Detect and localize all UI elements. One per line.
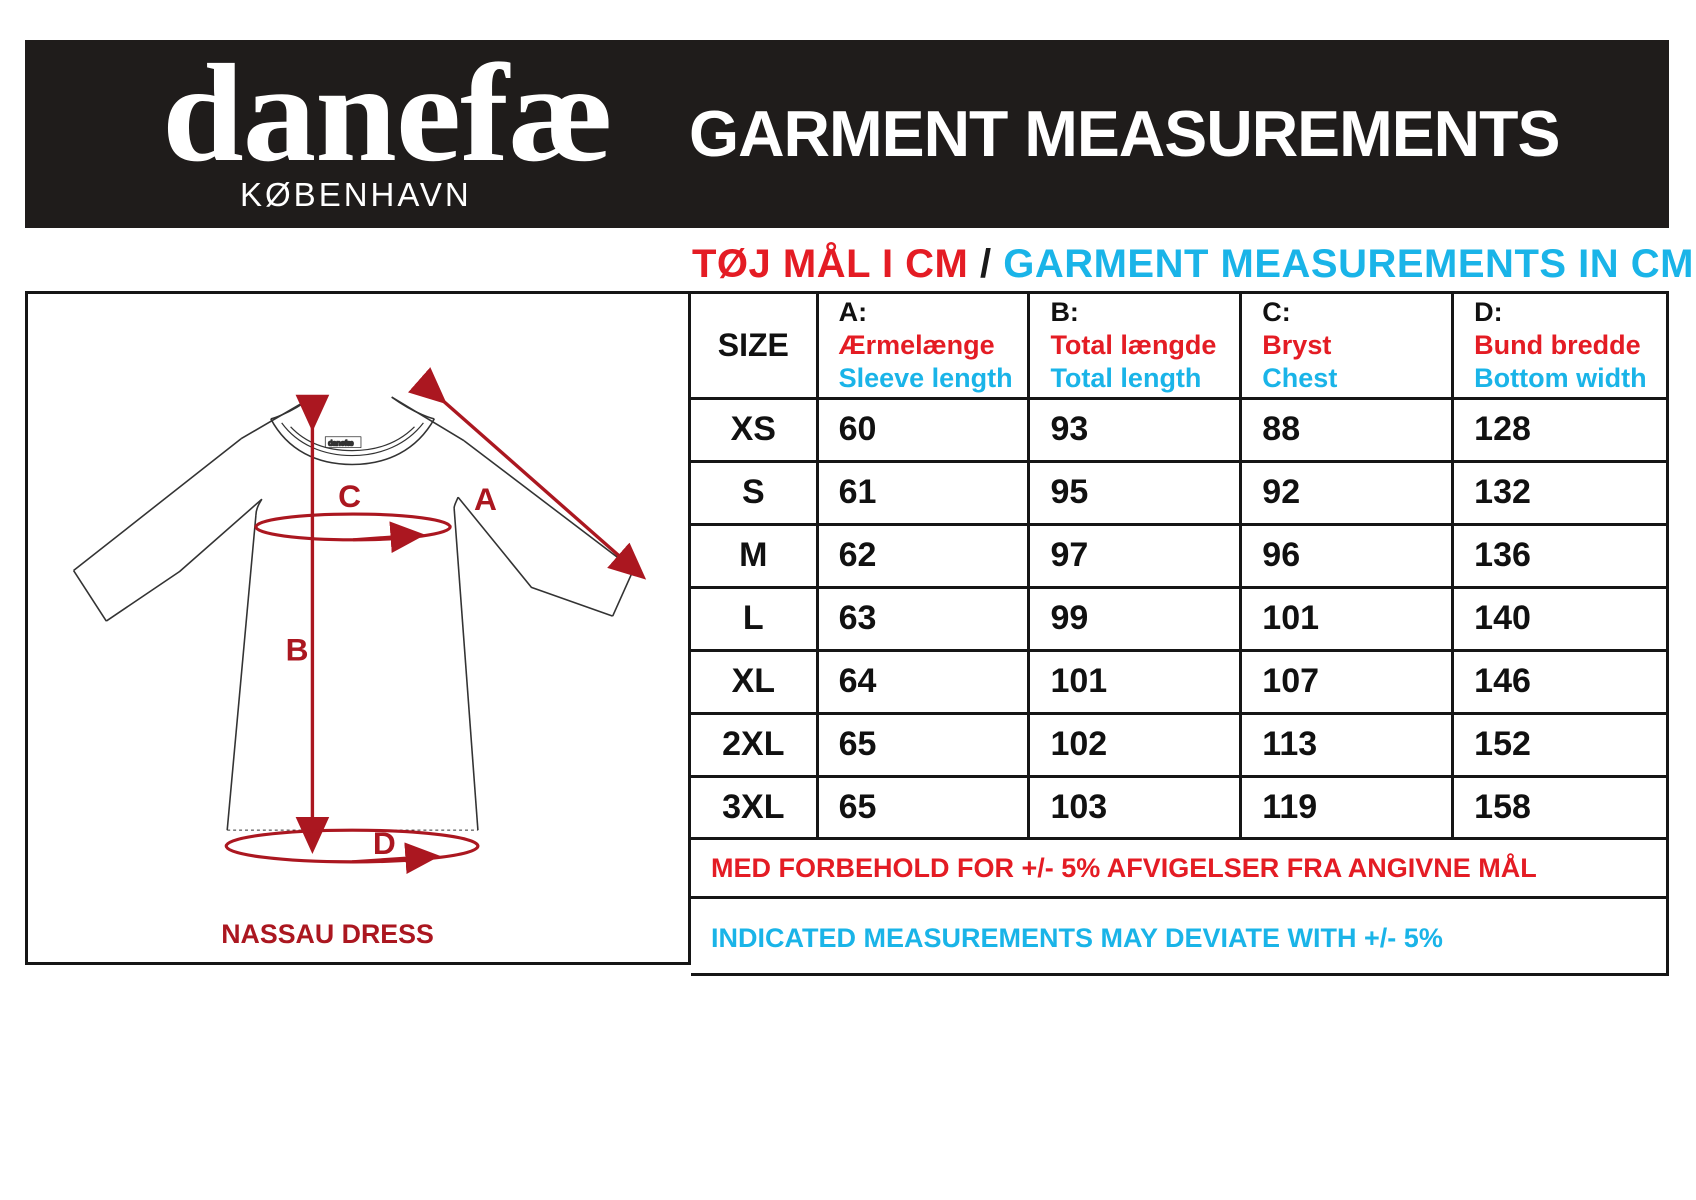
svg-text:B: B — [286, 632, 309, 668]
svg-text:C: C — [338, 478, 361, 514]
svg-text:NASSAU DRESS: NASSAU DRESS — [221, 919, 434, 949]
svg-text:A: A — [474, 481, 497, 517]
svg-text:D: D — [373, 825, 396, 861]
svg-text:danefæ: danefæ — [328, 439, 354, 448]
